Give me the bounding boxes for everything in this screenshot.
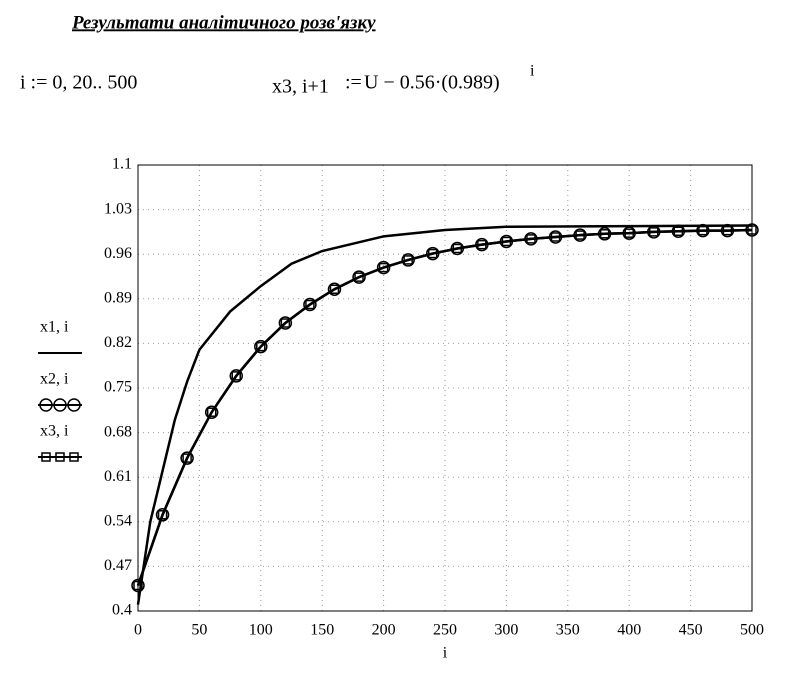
x-tick-label: 100 (249, 622, 273, 639)
data-point (477, 239, 487, 250)
y-tick-label: 1.1 (112, 156, 132, 173)
y-tick-label: 0.68 (104, 423, 132, 440)
data-point (229, 369, 243, 383)
y-tick-label: 0.82 (104, 334, 132, 351)
data-point (204, 405, 219, 419)
data-point (180, 451, 194, 465)
data-point (352, 270, 366, 284)
data-point (133, 580, 143, 591)
legend-marker (67, 398, 81, 412)
data-point (747, 225, 757, 235)
data-point (278, 316, 293, 330)
y-tick-label: 0.61 (104, 468, 132, 485)
data-point (452, 243, 463, 254)
data-point (231, 371, 241, 381)
y-tick-label: 0.4 (112, 602, 132, 619)
x-tick-label: 400 (617, 622, 641, 639)
data-point (403, 255, 413, 265)
x-tick-label: 250 (433, 622, 457, 639)
x-tick-label: 500 (740, 622, 764, 639)
x-tick-label: 200 (372, 622, 396, 639)
data-point (722, 225, 733, 236)
y-tick-label: 0.47 (104, 557, 132, 574)
data-point (206, 407, 217, 417)
y-tick-label: 0.96 (104, 245, 132, 262)
series-line (136, 228, 753, 586)
data-point (305, 299, 315, 310)
legend-label: x2, i (40, 371, 69, 388)
y-tick-label: 1.03 (104, 200, 132, 217)
data-point (698, 225, 708, 236)
legend-label: x3, i (40, 423, 69, 440)
data-point (649, 227, 659, 237)
data-point (378, 262, 389, 273)
data-point (256, 341, 266, 352)
x-tick-label: 150 (310, 622, 334, 639)
data-point (599, 229, 610, 239)
x-tick-label: 350 (556, 622, 580, 639)
data-point (401, 253, 415, 267)
legend-marker (41, 452, 51, 462)
data-point (526, 234, 536, 244)
data-point (376, 260, 391, 275)
data-point (427, 248, 438, 259)
legend-marker (39, 398, 53, 412)
x-tick-label: 0 (134, 622, 142, 639)
y-tick-label: 0.54 (104, 512, 132, 529)
y-tick-label: 0.75 (104, 379, 132, 396)
formula-op: := (345, 72, 362, 94)
data-point (550, 232, 561, 242)
series-line (136, 228, 753, 586)
formula-lhs: x3, i+1 (272, 76, 329, 98)
data-point (254, 339, 268, 354)
data-point (131, 578, 145, 593)
legend-marker (55, 452, 65, 462)
data-point (624, 228, 634, 238)
series-line (136, 224, 753, 605)
y-tick-label: 0.89 (104, 289, 132, 306)
x-axis-label: i (443, 645, 448, 662)
range-definition: i := 0, 20.. 500 (20, 72, 137, 94)
data-point (303, 297, 317, 312)
formula-rhs: U − 0.56·(0.989) (364, 72, 500, 94)
legend-label: x1, i (40, 319, 69, 336)
data-point (329, 284, 340, 294)
formula-exponent: i (530, 63, 535, 80)
x-tick-label: 50 (191, 622, 207, 639)
data-point (280, 318, 291, 328)
data-point (354, 272, 364, 282)
data-point (155, 508, 170, 522)
x-tick-label: 450 (679, 622, 703, 639)
x-tick-label: 300 (494, 622, 518, 639)
data-point (327, 282, 342, 296)
data-point (182, 453, 192, 463)
page-title: Результати аналітичного розв'язку (71, 12, 376, 33)
legend-marker (53, 398, 67, 412)
data-point (575, 230, 585, 240)
legend-marker (69, 452, 79, 462)
data-point (157, 510, 168, 520)
plot-frame (137, 164, 753, 612)
data-point (501, 236, 512, 247)
data-point (673, 226, 684, 237)
